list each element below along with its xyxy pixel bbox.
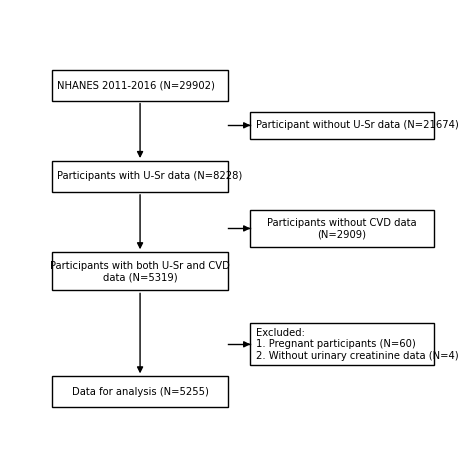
FancyBboxPatch shape <box>52 376 228 407</box>
Text: Participants with both U-Sr and CVD
data (N=5319): Participants with both U-Sr and CVD data… <box>50 261 230 282</box>
FancyBboxPatch shape <box>250 112 434 139</box>
Text: Excluded:
1. Pregnant participants (N=60)
2. Without urinary creatinine data (N=: Excluded: 1. Pregnant participants (N=60… <box>256 328 458 361</box>
Text: Participant without U-Sr data (N=21674): Participant without U-Sr data (N=21674) <box>256 120 458 130</box>
Text: Data for analysis (N=5255): Data for analysis (N=5255) <box>72 387 209 397</box>
FancyBboxPatch shape <box>52 252 228 291</box>
Text: NHANES 2011-2016 (N=29902): NHANES 2011-2016 (N=29902) <box>57 80 215 90</box>
FancyBboxPatch shape <box>250 210 434 246</box>
FancyBboxPatch shape <box>52 70 228 100</box>
Text: Participants without CVD data
(N=2909): Participants without CVD data (N=2909) <box>267 218 417 239</box>
Text: Participants with U-Sr data (N=8228): Participants with U-Sr data (N=8228) <box>57 172 243 182</box>
FancyBboxPatch shape <box>52 161 228 192</box>
FancyBboxPatch shape <box>250 323 434 365</box>
